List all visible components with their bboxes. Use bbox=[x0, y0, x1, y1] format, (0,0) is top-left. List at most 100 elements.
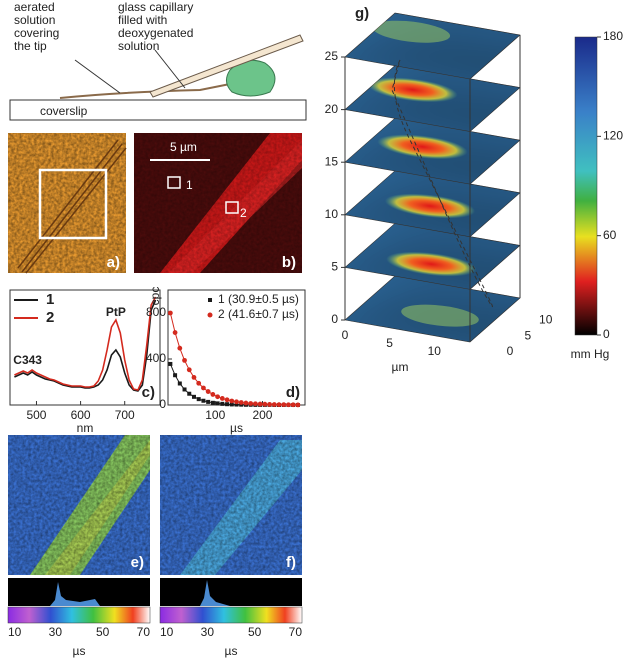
marker bbox=[290, 402, 296, 408]
colorbar-tick-label: 50 bbox=[96, 625, 110, 639]
marker bbox=[168, 361, 173, 366]
marker bbox=[191, 375, 197, 380]
roi-label: 1 bbox=[186, 178, 193, 192]
slice-hotspot bbox=[367, 77, 458, 103]
marker bbox=[167, 310, 173, 316]
x-tick-label: 100 bbox=[205, 408, 225, 422]
slice bbox=[339, 65, 520, 132]
marker bbox=[271, 402, 277, 407]
image-f-texture bbox=[160, 435, 302, 575]
panel-label: g) bbox=[355, 5, 369, 22]
note-line: solution bbox=[14, 13, 55, 27]
y-tick-label: 0 bbox=[159, 397, 166, 411]
marker bbox=[229, 398, 235, 404]
marker bbox=[252, 401, 258, 407]
z-tick-label: 20 bbox=[325, 102, 339, 116]
panel-label: a) bbox=[107, 254, 120, 271]
note-line: deoxygenated bbox=[118, 26, 193, 40]
roi-label: 2 bbox=[240, 206, 247, 220]
histogram bbox=[8, 578, 150, 606]
slice-hotspot bbox=[401, 304, 479, 327]
colorbar bbox=[7, 606, 151, 624]
marker bbox=[191, 394, 196, 399]
slice-hotspot bbox=[372, 20, 451, 43]
slice-hotspot bbox=[377, 134, 468, 160]
slice bbox=[345, 223, 520, 289]
legend-swatch bbox=[207, 312, 213, 318]
y-tick-label: 400 bbox=[146, 351, 166, 365]
colorbar-unit: mm Hg bbox=[571, 347, 610, 361]
image-e-texture bbox=[8, 435, 150, 575]
marker bbox=[257, 401, 263, 407]
y-tick-label: 10 bbox=[539, 313, 553, 327]
slice bbox=[345, 171, 520, 237]
drop bbox=[226, 59, 276, 97]
marker bbox=[215, 401, 220, 406]
histogram-shape bbox=[50, 582, 100, 606]
x-axis-label: µs bbox=[230, 421, 243, 435]
colorbar-tick-label: 30 bbox=[201, 625, 215, 639]
marker bbox=[224, 397, 230, 403]
colorbar-tick-label: 0 bbox=[603, 327, 610, 341]
colorbar bbox=[574, 36, 598, 336]
z-tick-label: 15 bbox=[325, 154, 339, 168]
note-line: covering bbox=[14, 26, 59, 40]
series-line bbox=[14, 296, 157, 391]
colorbar-tick-label: 180 bbox=[603, 29, 623, 43]
legend-label: 2 (41.6±0.7 µs) bbox=[218, 307, 299, 321]
colorbar bbox=[159, 606, 303, 624]
marker bbox=[172, 330, 178, 335]
annotation: PtP bbox=[106, 305, 126, 319]
marker bbox=[177, 345, 183, 351]
legend-label: 1 (30.9±0.5 µs) bbox=[218, 292, 299, 306]
roi-2 bbox=[225, 201, 239, 214]
charts: 500 600 700 nm c) 12 PtP C343 100 200 0 400 800 µs cpc… bbox=[9, 287, 306, 435]
y-tick-label: 5 bbox=[525, 328, 532, 342]
marker bbox=[234, 402, 239, 407]
slice-hotspot bbox=[384, 193, 476, 219]
y-axis-label: cpc bbox=[148, 287, 162, 306]
legend-label: 1 bbox=[46, 291, 54, 308]
slice-texture bbox=[345, 13, 520, 79]
colorbar-axis: 10 30 50 70 µs bbox=[160, 625, 302, 658]
panel-e: e) 10 30 50 70 µs bbox=[7, 435, 151, 658]
x-tick-label: 700 bbox=[115, 408, 135, 422]
marker bbox=[234, 399, 239, 405]
z-tick-label: 0 bbox=[331, 312, 338, 326]
image-b-texture bbox=[134, 133, 302, 273]
panel-label: e) bbox=[131, 554, 144, 571]
slice-hotspot bbox=[386, 251, 477, 277]
colorbar-tick-label: 30 bbox=[49, 625, 63, 639]
capillary-edge bbox=[17, 139, 127, 274]
pointer bbox=[154, 49, 186, 89]
marker bbox=[276, 402, 282, 408]
marker bbox=[187, 391, 192, 396]
note-line: aerated bbox=[14, 0, 55, 14]
colorbar-tick-label: 10 bbox=[8, 625, 22, 639]
marker bbox=[186, 367, 192, 373]
panel-f: f) 10 30 50 70 µs bbox=[159, 435, 303, 658]
panel-label: b) bbox=[282, 254, 296, 271]
marker bbox=[210, 400, 215, 405]
marker bbox=[182, 357, 187, 363]
marker bbox=[173, 373, 178, 378]
note-line: glass capillary bbox=[118, 0, 193, 14]
x-tick-label: 10 bbox=[428, 344, 442, 358]
colorbar-tick-label: 120 bbox=[603, 129, 623, 143]
marker bbox=[205, 389, 211, 394]
x-axis-unit: µm bbox=[392, 360, 409, 374]
marker bbox=[177, 381, 182, 386]
marker bbox=[248, 401, 254, 406]
x-axis-label: nm bbox=[77, 421, 94, 435]
marker bbox=[196, 380, 202, 386]
z-tick-label: 10 bbox=[325, 207, 339, 221]
slice bbox=[345, 276, 520, 342]
roi bbox=[38, 168, 108, 240]
histogram-shape bbox=[200, 580, 230, 606]
panel-label: f) bbox=[286, 554, 296, 571]
legend-swatch bbox=[208, 298, 212, 302]
note-line: solution bbox=[118, 39, 159, 53]
marker bbox=[220, 401, 225, 406]
